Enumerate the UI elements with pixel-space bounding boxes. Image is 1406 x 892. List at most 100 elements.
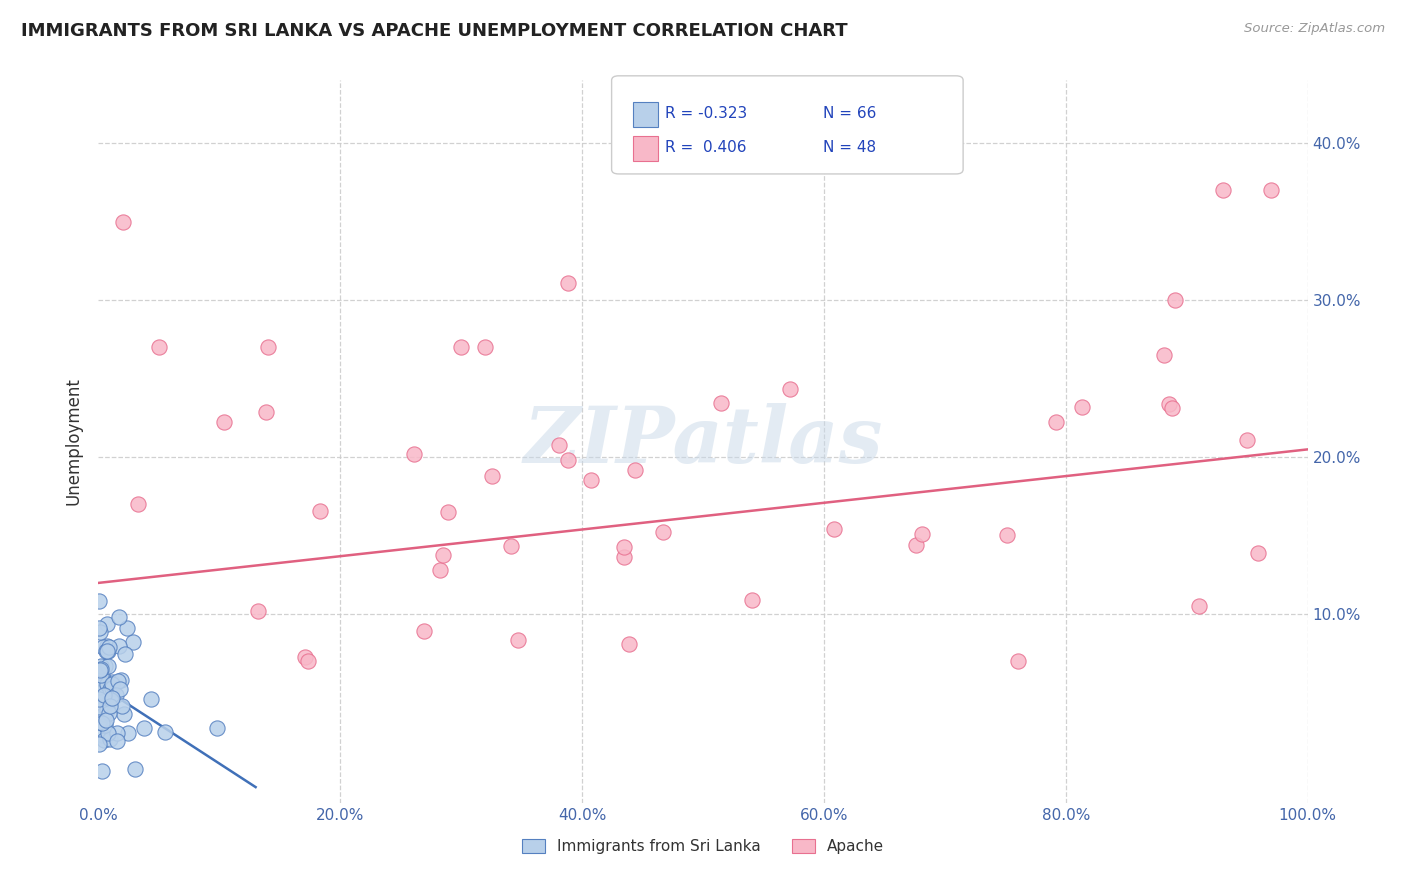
Point	[93, 688, 115, 702]
Point	[96, 677, 118, 691]
Point	[105, 726, 128, 740]
Point	[121, 634, 143, 648]
Point	[93, 706, 115, 721]
Point	[115, 621, 138, 635]
Point	[87, 692, 110, 706]
Point	[90, 663, 112, 677]
Point	[93, 690, 115, 705]
Point	[652, 525, 675, 540]
Point	[474, 340, 496, 354]
Point	[98, 698, 121, 713]
Point	[124, 762, 146, 776]
Point	[117, 726, 139, 740]
Point	[111, 699, 134, 714]
Point	[108, 610, 131, 624]
Point	[89, 625, 111, 640]
Point	[91, 728, 114, 742]
Y-axis label: Unemployment: Unemployment	[65, 377, 83, 506]
Point	[90, 658, 112, 673]
Point	[1236, 434, 1258, 448]
Point	[98, 706, 121, 721]
Text: Source: ZipAtlas.com: Source: ZipAtlas.com	[1244, 22, 1385, 36]
Point	[823, 522, 845, 536]
Point	[93, 732, 115, 747]
Point	[108, 640, 131, 654]
Point	[450, 340, 472, 354]
Point	[89, 663, 111, 677]
Point	[91, 640, 114, 654]
Point	[97, 644, 120, 658]
Point	[110, 673, 132, 687]
Point	[624, 463, 647, 477]
Point	[96, 643, 118, 657]
Point	[499, 539, 522, 553]
Point	[429, 562, 451, 576]
Point	[309, 503, 332, 517]
Point	[1070, 401, 1092, 415]
Point	[1188, 599, 1211, 614]
Point	[90, 671, 112, 685]
Point	[90, 668, 112, 682]
Point	[247, 604, 270, 618]
Point	[1260, 183, 1282, 197]
Point	[506, 633, 529, 648]
Point	[89, 700, 111, 714]
Point	[581, 473, 603, 487]
Point	[548, 438, 571, 452]
Point	[127, 497, 149, 511]
Point	[89, 685, 111, 699]
Point	[100, 692, 122, 706]
Point	[94, 674, 117, 689]
Point	[91, 716, 114, 731]
Point	[111, 214, 134, 228]
Point	[98, 682, 121, 697]
Point	[100, 693, 122, 707]
Point	[98, 731, 121, 746]
Point	[613, 550, 636, 565]
Point	[89, 594, 111, 608]
Legend: Immigrants from Sri Lanka, Apache: Immigrants from Sri Lanka, Apache	[516, 832, 890, 860]
Point	[741, 593, 763, 607]
Point	[1153, 348, 1175, 362]
Point	[1212, 183, 1234, 197]
Point	[101, 677, 124, 691]
Point	[205, 721, 228, 735]
Point	[96, 703, 118, 717]
Text: N = 48: N = 48	[823, 140, 876, 154]
Point	[105, 734, 128, 748]
Point	[89, 737, 111, 751]
Point	[1163, 293, 1185, 308]
Text: R =  0.406: R = 0.406	[665, 140, 747, 154]
Point	[1007, 655, 1029, 669]
Point	[94, 643, 117, 657]
Point	[1159, 397, 1181, 411]
Point	[710, 396, 733, 410]
Point	[87, 621, 110, 635]
Point	[148, 340, 170, 354]
Point	[481, 469, 503, 483]
Point	[114, 647, 136, 661]
Point	[132, 721, 155, 735]
Point	[98, 640, 121, 654]
Point	[96, 639, 118, 653]
Point	[1247, 546, 1270, 560]
Point	[413, 624, 436, 639]
Point	[779, 382, 801, 396]
Point	[294, 650, 316, 665]
Point	[96, 616, 118, 631]
Point	[108, 682, 131, 697]
Point	[89, 667, 111, 681]
Point	[94, 658, 117, 673]
Point	[557, 453, 579, 467]
Point	[436, 505, 458, 519]
Point	[254, 405, 277, 419]
Point	[100, 691, 122, 706]
Point	[256, 340, 278, 354]
Point	[87, 714, 110, 729]
Point	[432, 548, 454, 562]
Point	[404, 447, 426, 461]
Point	[107, 673, 129, 688]
Point	[214, 415, 236, 429]
Point	[1045, 415, 1067, 429]
Text: ZIPatlas: ZIPatlas	[523, 403, 883, 480]
